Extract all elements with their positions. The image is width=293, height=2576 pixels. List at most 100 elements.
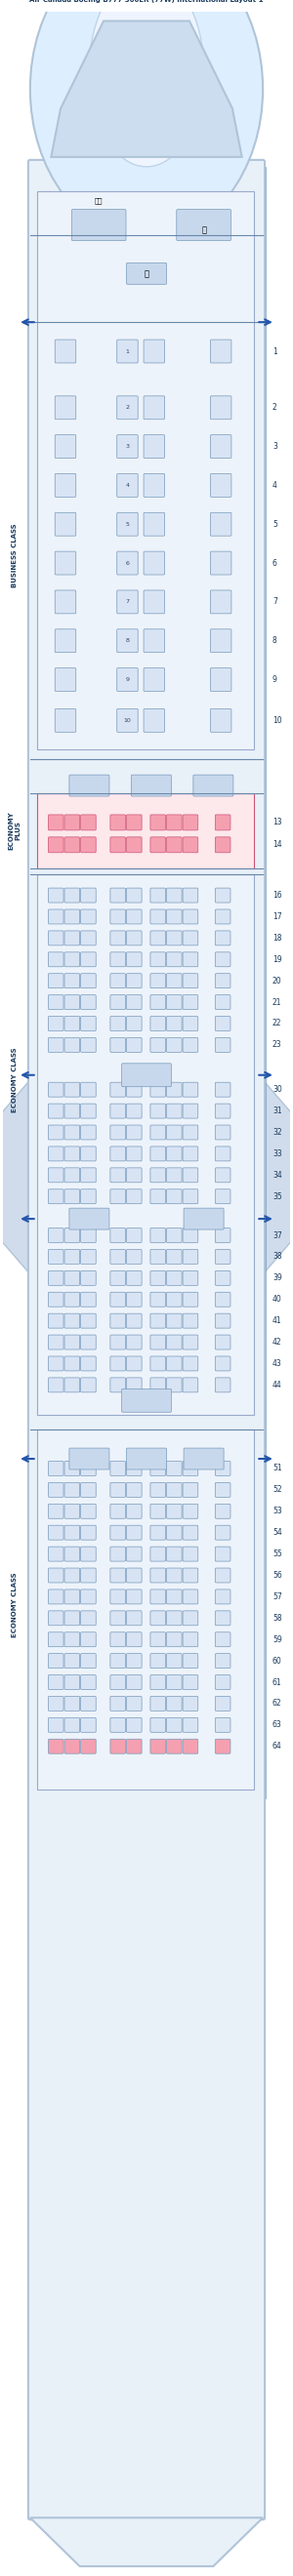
- FancyBboxPatch shape: [55, 590, 76, 613]
- FancyBboxPatch shape: [150, 1654, 166, 1669]
- FancyBboxPatch shape: [215, 1126, 230, 1139]
- Text: 53: 53: [272, 1507, 282, 1515]
- Text: 52: 52: [272, 1486, 282, 1494]
- FancyBboxPatch shape: [110, 1569, 125, 1582]
- FancyBboxPatch shape: [150, 1038, 166, 1051]
- FancyBboxPatch shape: [210, 435, 231, 459]
- FancyBboxPatch shape: [150, 1484, 166, 1497]
- FancyBboxPatch shape: [64, 1167, 80, 1182]
- FancyBboxPatch shape: [110, 1082, 125, 1097]
- FancyBboxPatch shape: [64, 1103, 80, 1118]
- Text: 8: 8: [125, 639, 129, 644]
- FancyBboxPatch shape: [64, 1525, 80, 1540]
- FancyBboxPatch shape: [215, 1698, 230, 1710]
- FancyBboxPatch shape: [166, 1146, 182, 1162]
- FancyBboxPatch shape: [48, 974, 64, 989]
- FancyBboxPatch shape: [150, 1525, 166, 1540]
- FancyBboxPatch shape: [127, 1334, 142, 1350]
- FancyBboxPatch shape: [48, 1018, 64, 1030]
- Polygon shape: [0, 1079, 30, 1275]
- FancyBboxPatch shape: [210, 551, 231, 574]
- FancyBboxPatch shape: [110, 1249, 125, 1265]
- FancyBboxPatch shape: [150, 1018, 166, 1030]
- Text: 23: 23: [272, 1041, 282, 1048]
- FancyBboxPatch shape: [215, 1504, 230, 1517]
- FancyBboxPatch shape: [110, 930, 125, 945]
- FancyBboxPatch shape: [166, 1103, 182, 1118]
- FancyBboxPatch shape: [37, 1430, 254, 1790]
- FancyBboxPatch shape: [55, 340, 76, 363]
- FancyBboxPatch shape: [48, 1698, 64, 1710]
- FancyBboxPatch shape: [117, 667, 138, 690]
- FancyBboxPatch shape: [117, 590, 138, 613]
- FancyBboxPatch shape: [183, 1654, 198, 1669]
- FancyBboxPatch shape: [166, 1525, 182, 1540]
- FancyBboxPatch shape: [127, 1082, 142, 1097]
- FancyBboxPatch shape: [150, 974, 166, 989]
- FancyBboxPatch shape: [110, 1018, 125, 1030]
- Text: 14: 14: [272, 840, 282, 850]
- FancyBboxPatch shape: [127, 1378, 142, 1391]
- FancyBboxPatch shape: [215, 1229, 230, 1242]
- FancyBboxPatch shape: [127, 1698, 142, 1710]
- FancyBboxPatch shape: [127, 1249, 142, 1265]
- FancyBboxPatch shape: [64, 1546, 80, 1561]
- FancyBboxPatch shape: [166, 974, 182, 989]
- Text: 63: 63: [272, 1721, 282, 1728]
- FancyBboxPatch shape: [48, 1654, 64, 1669]
- FancyBboxPatch shape: [127, 1167, 142, 1182]
- FancyBboxPatch shape: [150, 1358, 166, 1370]
- FancyBboxPatch shape: [215, 953, 230, 966]
- Text: 35: 35: [272, 1193, 282, 1200]
- FancyBboxPatch shape: [55, 435, 76, 459]
- FancyBboxPatch shape: [215, 974, 230, 989]
- Text: 9: 9: [125, 677, 130, 683]
- FancyBboxPatch shape: [110, 814, 125, 829]
- FancyBboxPatch shape: [55, 397, 76, 420]
- Text: 22: 22: [272, 1020, 282, 1028]
- FancyBboxPatch shape: [150, 1334, 166, 1350]
- FancyBboxPatch shape: [81, 1525, 96, 1540]
- FancyBboxPatch shape: [166, 1484, 182, 1497]
- FancyBboxPatch shape: [215, 1293, 230, 1306]
- FancyBboxPatch shape: [110, 1334, 125, 1350]
- FancyBboxPatch shape: [117, 513, 138, 536]
- FancyBboxPatch shape: [215, 1654, 230, 1669]
- FancyBboxPatch shape: [127, 994, 142, 1010]
- FancyBboxPatch shape: [150, 994, 166, 1010]
- FancyBboxPatch shape: [183, 1358, 198, 1370]
- Text: 9: 9: [272, 675, 277, 685]
- FancyBboxPatch shape: [215, 1082, 230, 1097]
- FancyBboxPatch shape: [166, 1358, 182, 1370]
- FancyBboxPatch shape: [166, 1674, 182, 1690]
- FancyBboxPatch shape: [64, 994, 80, 1010]
- FancyBboxPatch shape: [215, 1525, 230, 1540]
- FancyBboxPatch shape: [110, 1546, 125, 1561]
- FancyBboxPatch shape: [48, 814, 64, 829]
- FancyBboxPatch shape: [183, 814, 198, 829]
- FancyBboxPatch shape: [150, 1314, 166, 1329]
- FancyBboxPatch shape: [110, 837, 125, 853]
- FancyBboxPatch shape: [150, 1546, 166, 1561]
- FancyBboxPatch shape: [48, 1270, 64, 1285]
- FancyBboxPatch shape: [144, 474, 165, 497]
- FancyBboxPatch shape: [48, 837, 64, 853]
- FancyBboxPatch shape: [166, 1249, 182, 1265]
- FancyBboxPatch shape: [110, 1314, 125, 1329]
- Text: 🥤: 🥤: [201, 227, 206, 234]
- FancyBboxPatch shape: [110, 1484, 125, 1497]
- Text: ECONOMY CLASS: ECONOMY CLASS: [12, 1571, 18, 1636]
- FancyBboxPatch shape: [166, 1546, 182, 1561]
- FancyBboxPatch shape: [48, 1229, 64, 1242]
- FancyBboxPatch shape: [110, 1504, 125, 1517]
- FancyBboxPatch shape: [81, 1461, 96, 1476]
- FancyBboxPatch shape: [183, 1718, 198, 1731]
- FancyBboxPatch shape: [183, 1082, 198, 1097]
- FancyBboxPatch shape: [81, 1082, 96, 1097]
- FancyBboxPatch shape: [144, 629, 165, 652]
- FancyBboxPatch shape: [64, 930, 80, 945]
- FancyBboxPatch shape: [166, 1698, 182, 1710]
- FancyBboxPatch shape: [150, 1378, 166, 1391]
- Text: 7: 7: [125, 600, 130, 605]
- Polygon shape: [30, 2517, 263, 2566]
